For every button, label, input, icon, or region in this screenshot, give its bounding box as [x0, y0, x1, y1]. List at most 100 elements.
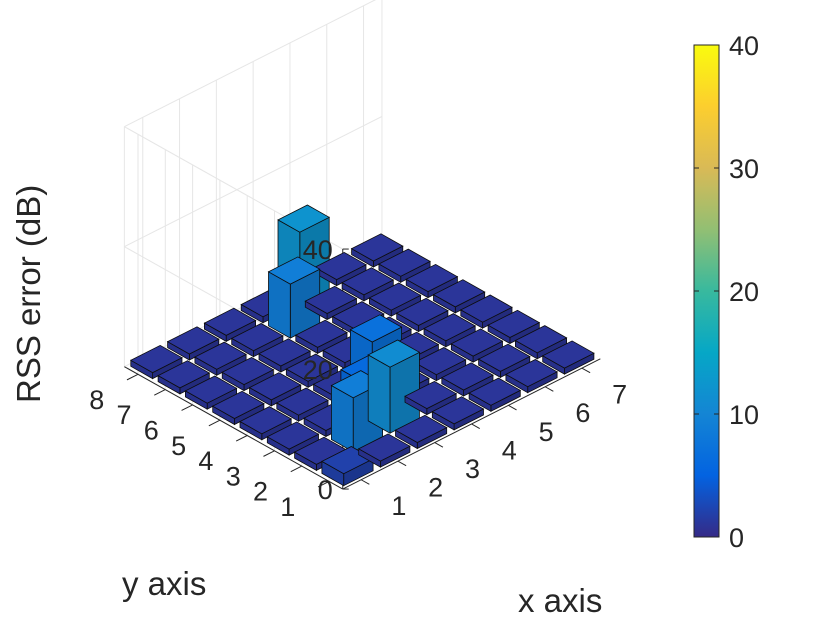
bar-top: [514, 325, 568, 354]
z-tick-label: 20: [303, 355, 333, 385]
bar-top: [221, 356, 275, 386]
bar-top: [230, 323, 284, 352]
bar-top: [313, 251, 367, 281]
bar: [413, 347, 467, 382]
bar-top: [194, 341, 247, 370]
y-tick: [290, 465, 303, 473]
bar-top: [468, 377, 522, 406]
bar-top: [394, 414, 448, 443]
bar: [541, 340, 595, 375]
bar-top: [405, 263, 459, 293]
bar: [404, 380, 458, 416]
x-tick-label: 1: [391, 491, 406, 521]
x-tick-label: 3: [465, 454, 480, 484]
colorbar-tick-label: 0: [729, 523, 744, 553]
bar-top: [203, 307, 257, 336]
y-axis-line: [124, 366, 343, 490]
y-tick: [263, 450, 275, 457]
x-axis-label: x axis: [518, 582, 602, 619]
y-axis-label: y axis: [122, 565, 206, 602]
bar: [431, 396, 485, 431]
bar-top: [184, 375, 238, 404]
bar: [350, 233, 404, 268]
bar: [211, 390, 265, 426]
bar-top: [349, 314, 403, 343]
x-tick: [397, 460, 407, 467]
bar: [341, 267, 395, 302]
y-tick: [235, 435, 248, 442]
bar: [313, 251, 367, 287]
x-tick-label: 5: [539, 417, 554, 447]
bar-top: [157, 360, 211, 389]
bar: [184, 375, 238, 410]
z-axis-label: RSS error (dB): [10, 185, 47, 403]
bar: [157, 360, 211, 395]
x-tick: [508, 404, 517, 411]
x-tick: [471, 423, 480, 429]
bar-top: [368, 282, 422, 311]
bar-top: [258, 338, 312, 367]
bar: [378, 248, 431, 283]
bar: [304, 285, 358, 321]
colorbar-tick-label: 20: [729, 277, 759, 307]
bar-top: [431, 396, 485, 425]
bar-top: [395, 297, 449, 326]
bar-top: [541, 340, 595, 369]
bar: [432, 279, 486, 314]
colorbar: 0 10 20 30 40: [693, 31, 759, 553]
bar: [129, 344, 183, 380]
bar-top: [450, 328, 504, 357]
y-tick: [208, 419, 221, 427]
x-tick: [544, 386, 554, 392]
z-tick-label: 40: [303, 235, 333, 265]
y-tick-label: 8: [89, 385, 104, 415]
bar: [450, 328, 504, 363]
bar-top: [294, 319, 348, 348]
y-tick-label: 6: [144, 416, 159, 446]
bar: [166, 326, 220, 361]
y-tick-label: 5: [171, 431, 186, 461]
bar: [395, 297, 449, 333]
x-tick-label: 4: [502, 435, 517, 465]
y-tick-label: 4: [198, 446, 213, 476]
y-tick: [317, 480, 330, 488]
bar: [368, 282, 422, 317]
bar-top: [357, 433, 411, 462]
bar: [440, 362, 494, 397]
x-tick-label: 7: [612, 380, 627, 410]
x-tick: [434, 442, 444, 448]
y-tick: [126, 373, 139, 381]
bar: [405, 263, 459, 299]
bar-top: [477, 343, 531, 372]
bar-top: [404, 380, 458, 410]
bar: [194, 341, 247, 376]
bar: [266, 421, 320, 456]
bar: [477, 343, 531, 379]
bar-top: [211, 390, 265, 419]
colorbar-tick-label: 10: [729, 400, 759, 430]
bar-top: [505, 359, 558, 388]
bars: [129, 204, 595, 487]
bar: [294, 319, 348, 355]
y-tick: [181, 404, 193, 411]
bar: [203, 307, 257, 343]
bar: [258, 338, 312, 373]
bar-top: [413, 347, 467, 376]
bar: [394, 414, 448, 450]
bar-top: [277, 204, 331, 233]
bar-top: [248, 372, 302, 401]
bar-face: [367, 354, 391, 434]
bar-top: [341, 267, 395, 296]
bar: [275, 387, 329, 422]
bar-top: [423, 313, 477, 342]
bar: [514, 325, 568, 360]
bar-top: [432, 279, 486, 308]
bar: [248, 372, 302, 407]
colorbar-tick-label: 30: [729, 154, 759, 184]
colorbar-tick-label: 40: [729, 31, 759, 61]
z-tick-label: 0: [318, 475, 333, 505]
bar: [423, 313, 477, 348]
bar-top: [440, 362, 494, 391]
